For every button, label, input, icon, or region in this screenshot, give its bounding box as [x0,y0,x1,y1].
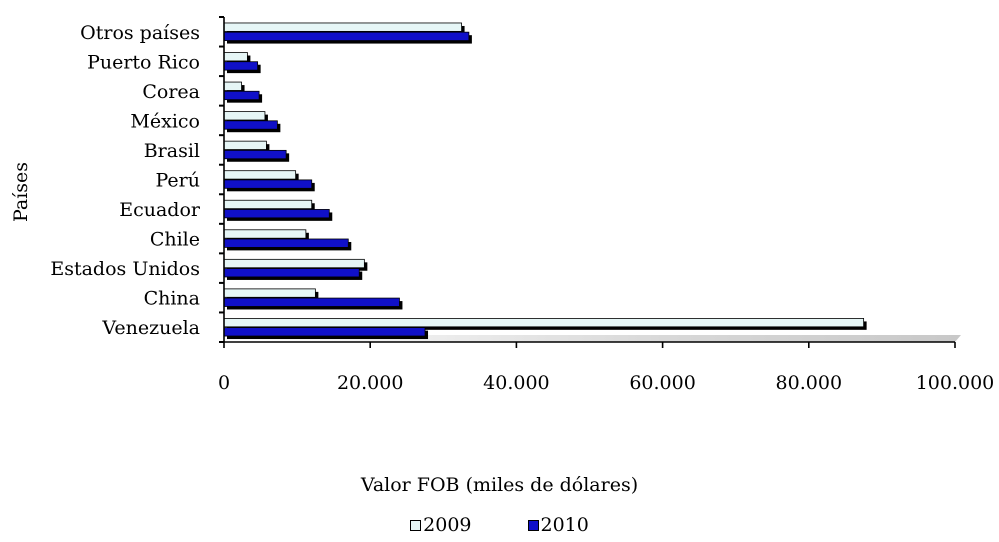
bar-2009-ecuador [223,199,313,210]
bar-2010-ecuador [223,209,330,219]
bar-2009-peru [223,170,297,180]
legend-swatch-2010 [527,519,539,531]
y-tick-label-mexico: México [130,110,200,132]
x-axis-title: Valor FOB (miles de dólares) [360,474,639,496]
y-tick-label-peru: Perú [156,170,201,192]
y-tick-label-otros-paises: Otros países [80,22,200,44]
y-tick-label-venezuela: Venezuela [101,317,200,339]
bar-2010-brasil [223,149,287,160]
y-tick-label-corea: Corea [142,81,200,103]
y-tick-label-estados-unidos: Estados Unidos [50,258,200,280]
legend-item-2009: 2009 [410,514,472,536]
bar-2009-venezuela [223,318,865,328]
y-tick-label-brasil: Brasil [144,140,200,162]
bar-2009-corea [223,81,242,91]
legend-label-2009: 2009 [423,514,472,536]
legend-item-2010: 2010 [527,514,589,536]
bar-2009-china [223,288,316,298]
bar-2009-chile [223,229,307,239]
bar-2009-brasil [223,140,267,150]
y-tick-label-ecuador: Ecuador [119,199,201,221]
legend: 2009 2010 [0,514,999,536]
bar-2009-estados-unidos [223,258,365,269]
bar-2010-peru [223,179,313,189]
x-tick-label-3: 60.000 [629,372,695,394]
bar-2010-corea [223,90,260,101]
y-tick-label-chile: Chile [150,229,200,251]
bar-2009-mexico [223,111,266,121]
bar-2009-puerto-rico [223,52,248,62]
legend-swatch-2009 [410,519,422,531]
bar-2010-otros-paises [223,31,470,41]
bar-2010-venezuela [223,327,426,337]
bar-2010-puerto-rico [223,61,259,71]
bar-2010-mexico [223,120,278,130]
x-tick-label-1: 20.000 [337,372,403,394]
y-tick-label-puerto-rico: Puerto Rico [87,51,200,73]
x-tick-label-4: 80.000 [776,372,842,394]
bar-2010-china [223,297,400,307]
legend-label-2010: 2010 [540,514,589,536]
y-tick-label-china: China [144,288,200,310]
bar-2010-estados-unidos [223,268,360,278]
x-tick-label-2: 40.000 [483,372,549,394]
bar-2010-chile [223,238,349,248]
bar-2009-otros-paises [223,22,462,32]
y-axis-title: Países [10,162,32,222]
x-tick-label-5: 100.000 [916,372,995,394]
x-tick-label-0: 0 [218,372,230,394]
